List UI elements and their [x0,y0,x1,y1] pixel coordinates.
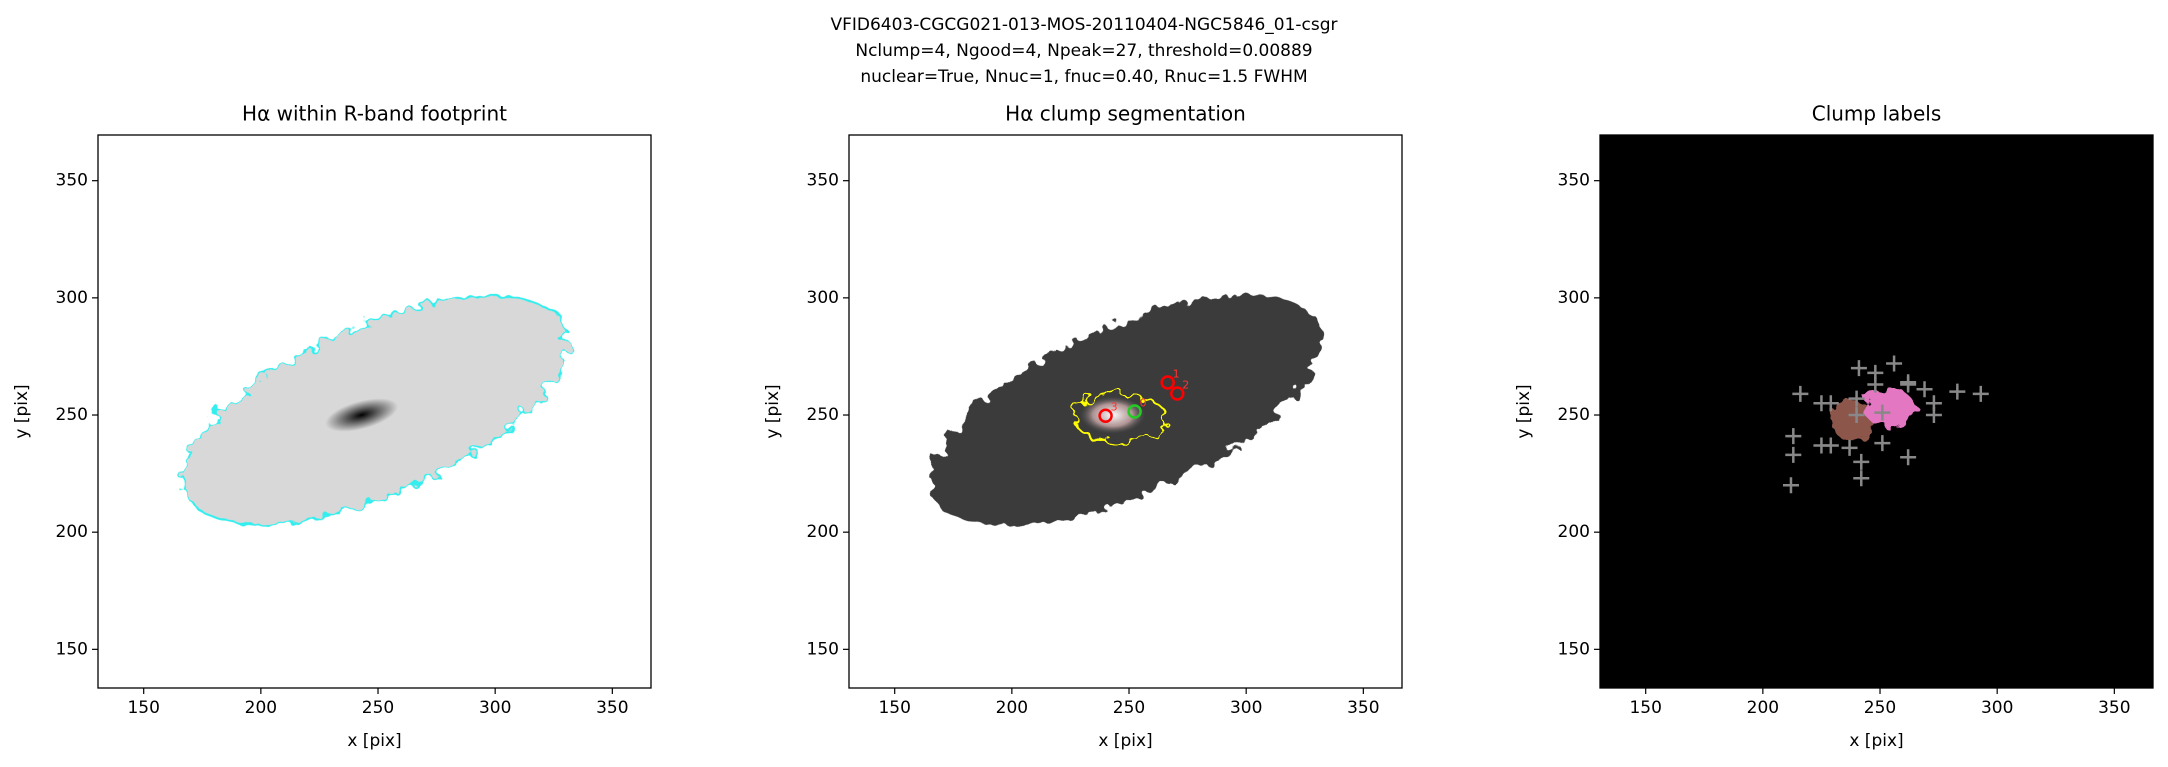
peak-marker [1853,453,1870,470]
axes-frame [848,134,1403,689]
y-axis-label: y [pix] [12,384,32,438]
x-tick-label: 250 [362,698,394,718]
peak-marker [1972,385,1989,402]
clump-marker [1160,375,1175,390]
clump-label: 3 [1111,401,1118,414]
peak-marker [1853,470,1870,487]
peak-marker [1785,446,1802,463]
plot-area: 3 0 12 [930,295,1323,526]
x-tick-label: 250 [1864,698,1896,718]
y-axis-label: y [pix] [763,384,783,438]
peak-marker [1874,404,1891,421]
x-axis-label: x [pix] [1098,731,1152,751]
peak-marker [1949,383,1966,400]
peak-marker [1822,437,1839,454]
clump-region [1830,398,1873,441]
suptitle: nuclear=True, Nnuc=1, fnuc=0.40, Rnuc=1.… [860,67,1307,87]
x-tick-label: 350 [596,698,628,718]
x-tick-label: 250 [1113,698,1145,718]
x-axis-label: x [pix] [347,731,401,751]
y-tick-label: 250 [1558,405,1590,425]
x-tick-label: 350 [2098,698,2130,718]
peak-marker [1900,376,1917,393]
x-tick-label: 350 [1347,698,1379,718]
y-tick-label: 200 [56,522,88,542]
clump-region [1863,389,1916,427]
peak-marker [1886,355,1903,372]
peak-marker [1848,407,1865,424]
peak-marker [1916,381,1933,398]
x-tick-label: 300 [479,698,511,718]
clump-label: 2 [1182,378,1189,391]
y-tick-label: 300 [56,288,88,308]
y-tick-label: 300 [1558,288,1590,308]
clump-label: 1 [1173,367,1180,380]
y-tick-label: 200 [807,522,839,542]
y-tick-label: 200 [1558,522,1590,542]
peak-marker [1850,360,1867,377]
clump-marker [1127,404,1142,419]
x-tick-label: 150 [878,698,910,718]
axes-frame [97,134,652,689]
threshold-contour [1071,392,1168,442]
y-tick-label: 350 [807,171,839,191]
y-tick-label: 350 [56,171,88,191]
plot-area [183,295,569,526]
clump-marker [1170,386,1185,401]
y-tick-label: 150 [56,639,88,659]
peak-marker [1782,477,1799,494]
y-tick-label: 150 [807,639,839,659]
x-tick-label: 150 [127,698,159,718]
peak-marker [1848,390,1865,407]
panel-title: Hα within R-band footprint [242,102,507,126]
clump-marker [1098,408,1113,423]
y-tick-label: 300 [807,288,839,308]
peak-marker [1822,395,1839,412]
peak-marker [1792,385,1809,402]
peak-marker [1841,439,1858,456]
x-axis-label: x [pix] [1849,731,1903,751]
plot-area [1600,135,2153,688]
y-tick-label: 150 [1558,639,1590,659]
y-tick-label: 250 [807,405,839,425]
peak-marker [1874,435,1891,452]
x-tick-label: 300 [1230,698,1262,718]
x-tick-label: 150 [1629,698,1661,718]
panel-title: Hα clump segmentation [1005,102,1246,126]
suptitle: Nclump=4, Ngood=4, Npeak=27, threshold=0… [855,41,1312,61]
peak-marker [1900,449,1917,466]
clump-label: 0 [1140,397,1147,410]
y-tick-label: 250 [56,405,88,425]
x-tick-label: 300 [1981,698,2013,718]
panel-title: Clump labels [1812,102,1942,126]
peak-marker [1785,428,1802,445]
axes-frame [1599,134,2154,689]
galaxy-core [325,398,399,432]
y-axis-label: y [pix] [1514,384,1534,438]
peak-marker [1925,407,1942,424]
y-tick-label: 350 [1558,171,1590,191]
x-tick-label: 200 [996,698,1028,718]
peak-marker [1867,376,1884,393]
x-tick-label: 200 [1747,698,1779,718]
x-tick-label: 200 [245,698,277,718]
suptitle: VFID6403-CGCG021-013-MOS-20110404-NGC584… [830,15,1337,35]
